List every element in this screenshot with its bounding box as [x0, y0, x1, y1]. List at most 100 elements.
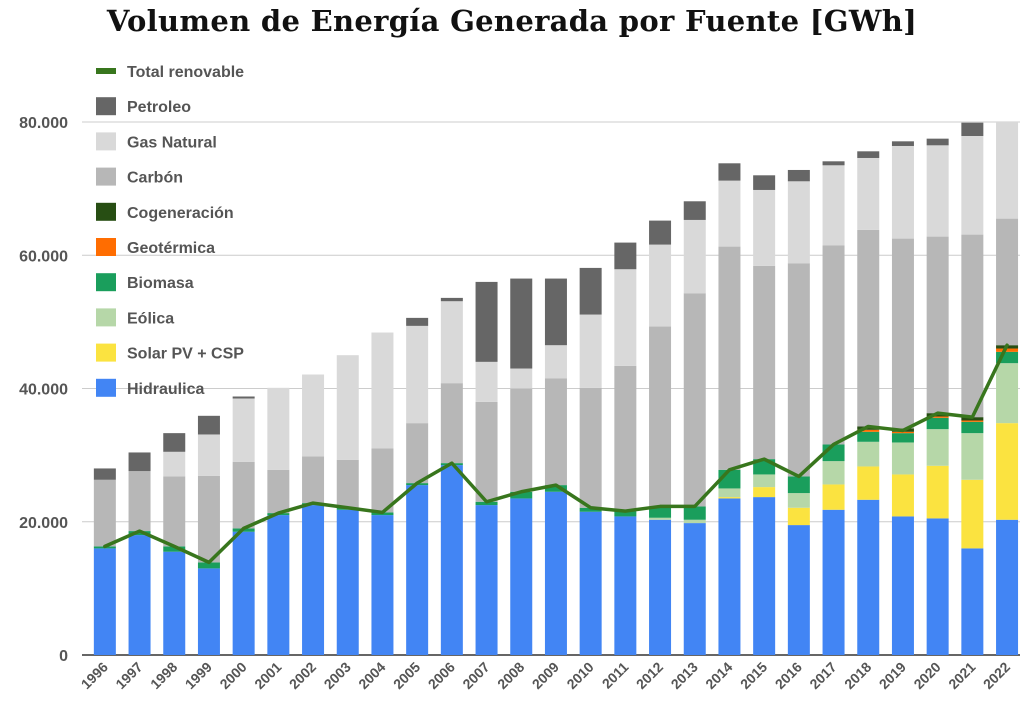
bar-segment-biomasa	[683, 506, 706, 520]
bar-segment-hidraulica	[857, 499, 880, 655]
legend-label: Gas Natural	[127, 134, 217, 151]
legend-swatch	[96, 68, 116, 74]
bar-segment-gas-natural	[683, 219, 706, 294]
x-tick-label: 1999	[182, 659, 215, 692]
x-tick-label: 2002	[286, 659, 319, 692]
legend-layer: Total renovable Petroleo Gas Natural Carbón…	[96, 64, 244, 398]
bar-segment-biomasa	[510, 491, 533, 499]
legend-label: Geotérmica	[127, 240, 215, 257]
legend-swatch	[96, 238, 116, 256]
bar-segment-biomasa	[544, 485, 567, 492]
bar-segment-gas-natural	[440, 301, 463, 384]
bar-segment-solar-pv-csp	[753, 487, 776, 498]
bar-segment-gas-natural	[614, 269, 637, 366]
bar-segment-hidraulica	[406, 485, 429, 655]
bar-segment-gas-natural	[961, 135, 984, 235]
x-tick-label: 2005	[390, 659, 423, 692]
bar-segment-hidraulica	[163, 551, 186, 655]
bar-segment-e-lica	[822, 461, 845, 485]
bar-segment-petroleo	[475, 281, 498, 362]
bar-segment-carb-n	[406, 423, 429, 484]
bar-segment-e-lica	[961, 433, 984, 480]
bar-segment-hidraulica	[649, 519, 672, 655]
bar-segment-carb-n	[302, 456, 325, 504]
bar-segment-hidraulica	[197, 568, 220, 655]
bar-segment-hidraulica	[475, 505, 498, 655]
bar-segment-hidraulica	[267, 515, 290, 655]
x-tick-label: 2014	[702, 659, 735, 692]
bar-segment-carb-n	[614, 365, 637, 512]
x-tick-label: 2010	[563, 659, 596, 692]
bar-segment-gas-natural	[891, 145, 914, 239]
bar-segment-hidraulica	[371, 515, 394, 655]
bar-segment-hidraulica	[996, 519, 1019, 655]
bar-segment-e-lica	[683, 519, 706, 524]
bar-segment-hidraulica	[579, 511, 602, 655]
chart-title: Volumen de Energía Generada por Fuente […	[106, 4, 918, 38]
bar-segment-carb-n	[128, 471, 151, 532]
bar-segment-solar-pv-csp	[822, 484, 845, 510]
bar-segment-petroleo	[510, 278, 533, 369]
bar-segment-solar-pv-csp	[926, 465, 949, 519]
bar-segment-petroleo	[544, 278, 567, 346]
bar-segment-biomasa	[197, 562, 220, 569]
x-tick-label: 2013	[668, 659, 701, 692]
x-tick-label: 2017	[806, 659, 839, 692]
bar-segment-hidraulica	[926, 518, 949, 655]
legend-item: Carbón	[96, 167, 183, 187]
bar-segment-gas-natural	[718, 180, 741, 247]
x-tick-label: 2016	[772, 659, 805, 692]
bar-segment-carb-n	[232, 461, 255, 529]
legend-label: Cogeneración	[127, 205, 234, 222]
bar-segment-petroleo	[406, 317, 429, 326]
bar-segment-petroleo	[440, 297, 463, 302]
x-tick-label: 2018	[841, 659, 874, 692]
bar-segment-biomasa	[128, 531, 151, 536]
legend-label: Solar PV + CSP	[127, 346, 244, 363]
bar-segment-biomasa	[614, 511, 637, 517]
legend-swatch	[96, 202, 116, 221]
bar-segment-petroleo	[649, 220, 672, 245]
line-layer	[103, 343, 1009, 565]
bar-segment-petroleo	[232, 396, 255, 399]
bar-segment-e-lica	[787, 493, 810, 508]
bar-segment-petroleo	[926, 138, 949, 146]
bar-segment-gas-natural	[475, 361, 498, 402]
bar-segment-carb-n	[787, 263, 810, 477]
bar-segment-gas-natural	[753, 189, 776, 266]
legend-swatch	[96, 97, 116, 116]
x-tick-label: 2021	[945, 659, 978, 692]
x-tick-label: 2015	[737, 659, 770, 692]
bar-segment-solar-pv-csp	[891, 474, 914, 517]
legend-item: Eólica	[96, 308, 174, 327]
bar-segment-carb-n	[371, 448, 394, 513]
bar-segment-hidraulica	[336, 509, 359, 655]
bar-segment-e-lica	[718, 488, 741, 498]
bar-segment-solar-pv-csp	[961, 479, 984, 549]
bar-segment-solar-pv-csp	[857, 466, 880, 500]
bar-segment-hidraulica	[787, 525, 810, 655]
bar-segment-biomasa	[961, 421, 984, 434]
bar-segment-petroleo	[857, 151, 880, 158]
x-tick-label: 2019	[876, 659, 909, 692]
bar-segment-geot-rmica	[961, 420, 984, 422]
bar-segment-petroleo	[128, 452, 151, 472]
bar-segment-gas-natural	[302, 374, 325, 457]
x-tick-label: 2003	[321, 659, 354, 692]
bars-layer	[93, 122, 1019, 655]
bar-segment-petroleo	[93, 468, 116, 480]
bar-segment-carb-n	[197, 475, 220, 563]
legend-label: Total renovable	[127, 64, 244, 81]
bar-segment-biomasa	[579, 507, 602, 512]
x-tick-label: 1998	[147, 659, 180, 692]
bar-segment-carb-n	[753, 265, 776, 460]
bar-segment-carb-n	[996, 218, 1019, 346]
bar-segment-e-lica	[857, 441, 880, 467]
x-tick-label: 2020	[910, 659, 943, 692]
bar-segment-carb-n	[718, 246, 741, 470]
series-line-total-renovable	[103, 343, 1009, 565]
bar-segment-gas-natural	[579, 314, 602, 388]
bar-segment-carb-n	[649, 326, 672, 507]
legend-item: Biomasa	[96, 273, 194, 292]
